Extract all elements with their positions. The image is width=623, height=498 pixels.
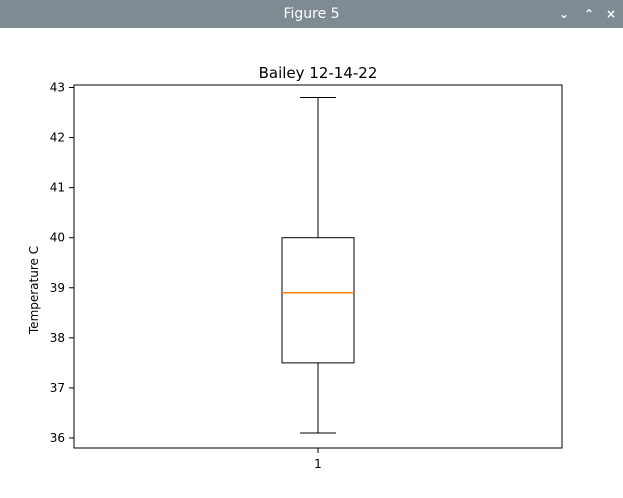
y-axis-label: Temperature C <box>27 246 41 335</box>
x-tick-label: 1 <box>314 457 322 471</box>
y-tick-label: 43 <box>50 81 65 95</box>
figure-canvas: Bailey 12-14-22 Temperature C 36 37 38 39 40… <box>27 64 563 471</box>
y-tick-label: 37 <box>50 381 65 395</box>
minimize-icon[interactable]: ⌄ <box>558 7 570 21</box>
chart-title: Bailey 12-14-22 <box>259 64 378 82</box>
y-tick-label: 39 <box>50 281 65 295</box>
y-tick-label: 41 <box>50 181 65 195</box>
window-title: Figure 5 <box>283 6 340 22</box>
y-tick-label: 36 <box>50 431 65 445</box>
maximize-icon[interactable]: ⌃ <box>583 7 595 21</box>
y-tick-label: 42 <box>50 131 65 145</box>
iqr-box <box>281 237 355 364</box>
x-axis-ticks: 1 <box>314 448 322 471</box>
close-icon[interactable]: × <box>605 7 617 21</box>
window-titlebar: Figure 5 ⌄ ⌃ × <box>0 0 623 28</box>
y-tick-label: 38 <box>50 331 65 345</box>
boxplot-group <box>281 97 355 434</box>
y-axis-ticks: 36 37 38 39 40 41 42 43 <box>50 81 74 445</box>
y-tick-label: 40 <box>50 231 65 245</box>
